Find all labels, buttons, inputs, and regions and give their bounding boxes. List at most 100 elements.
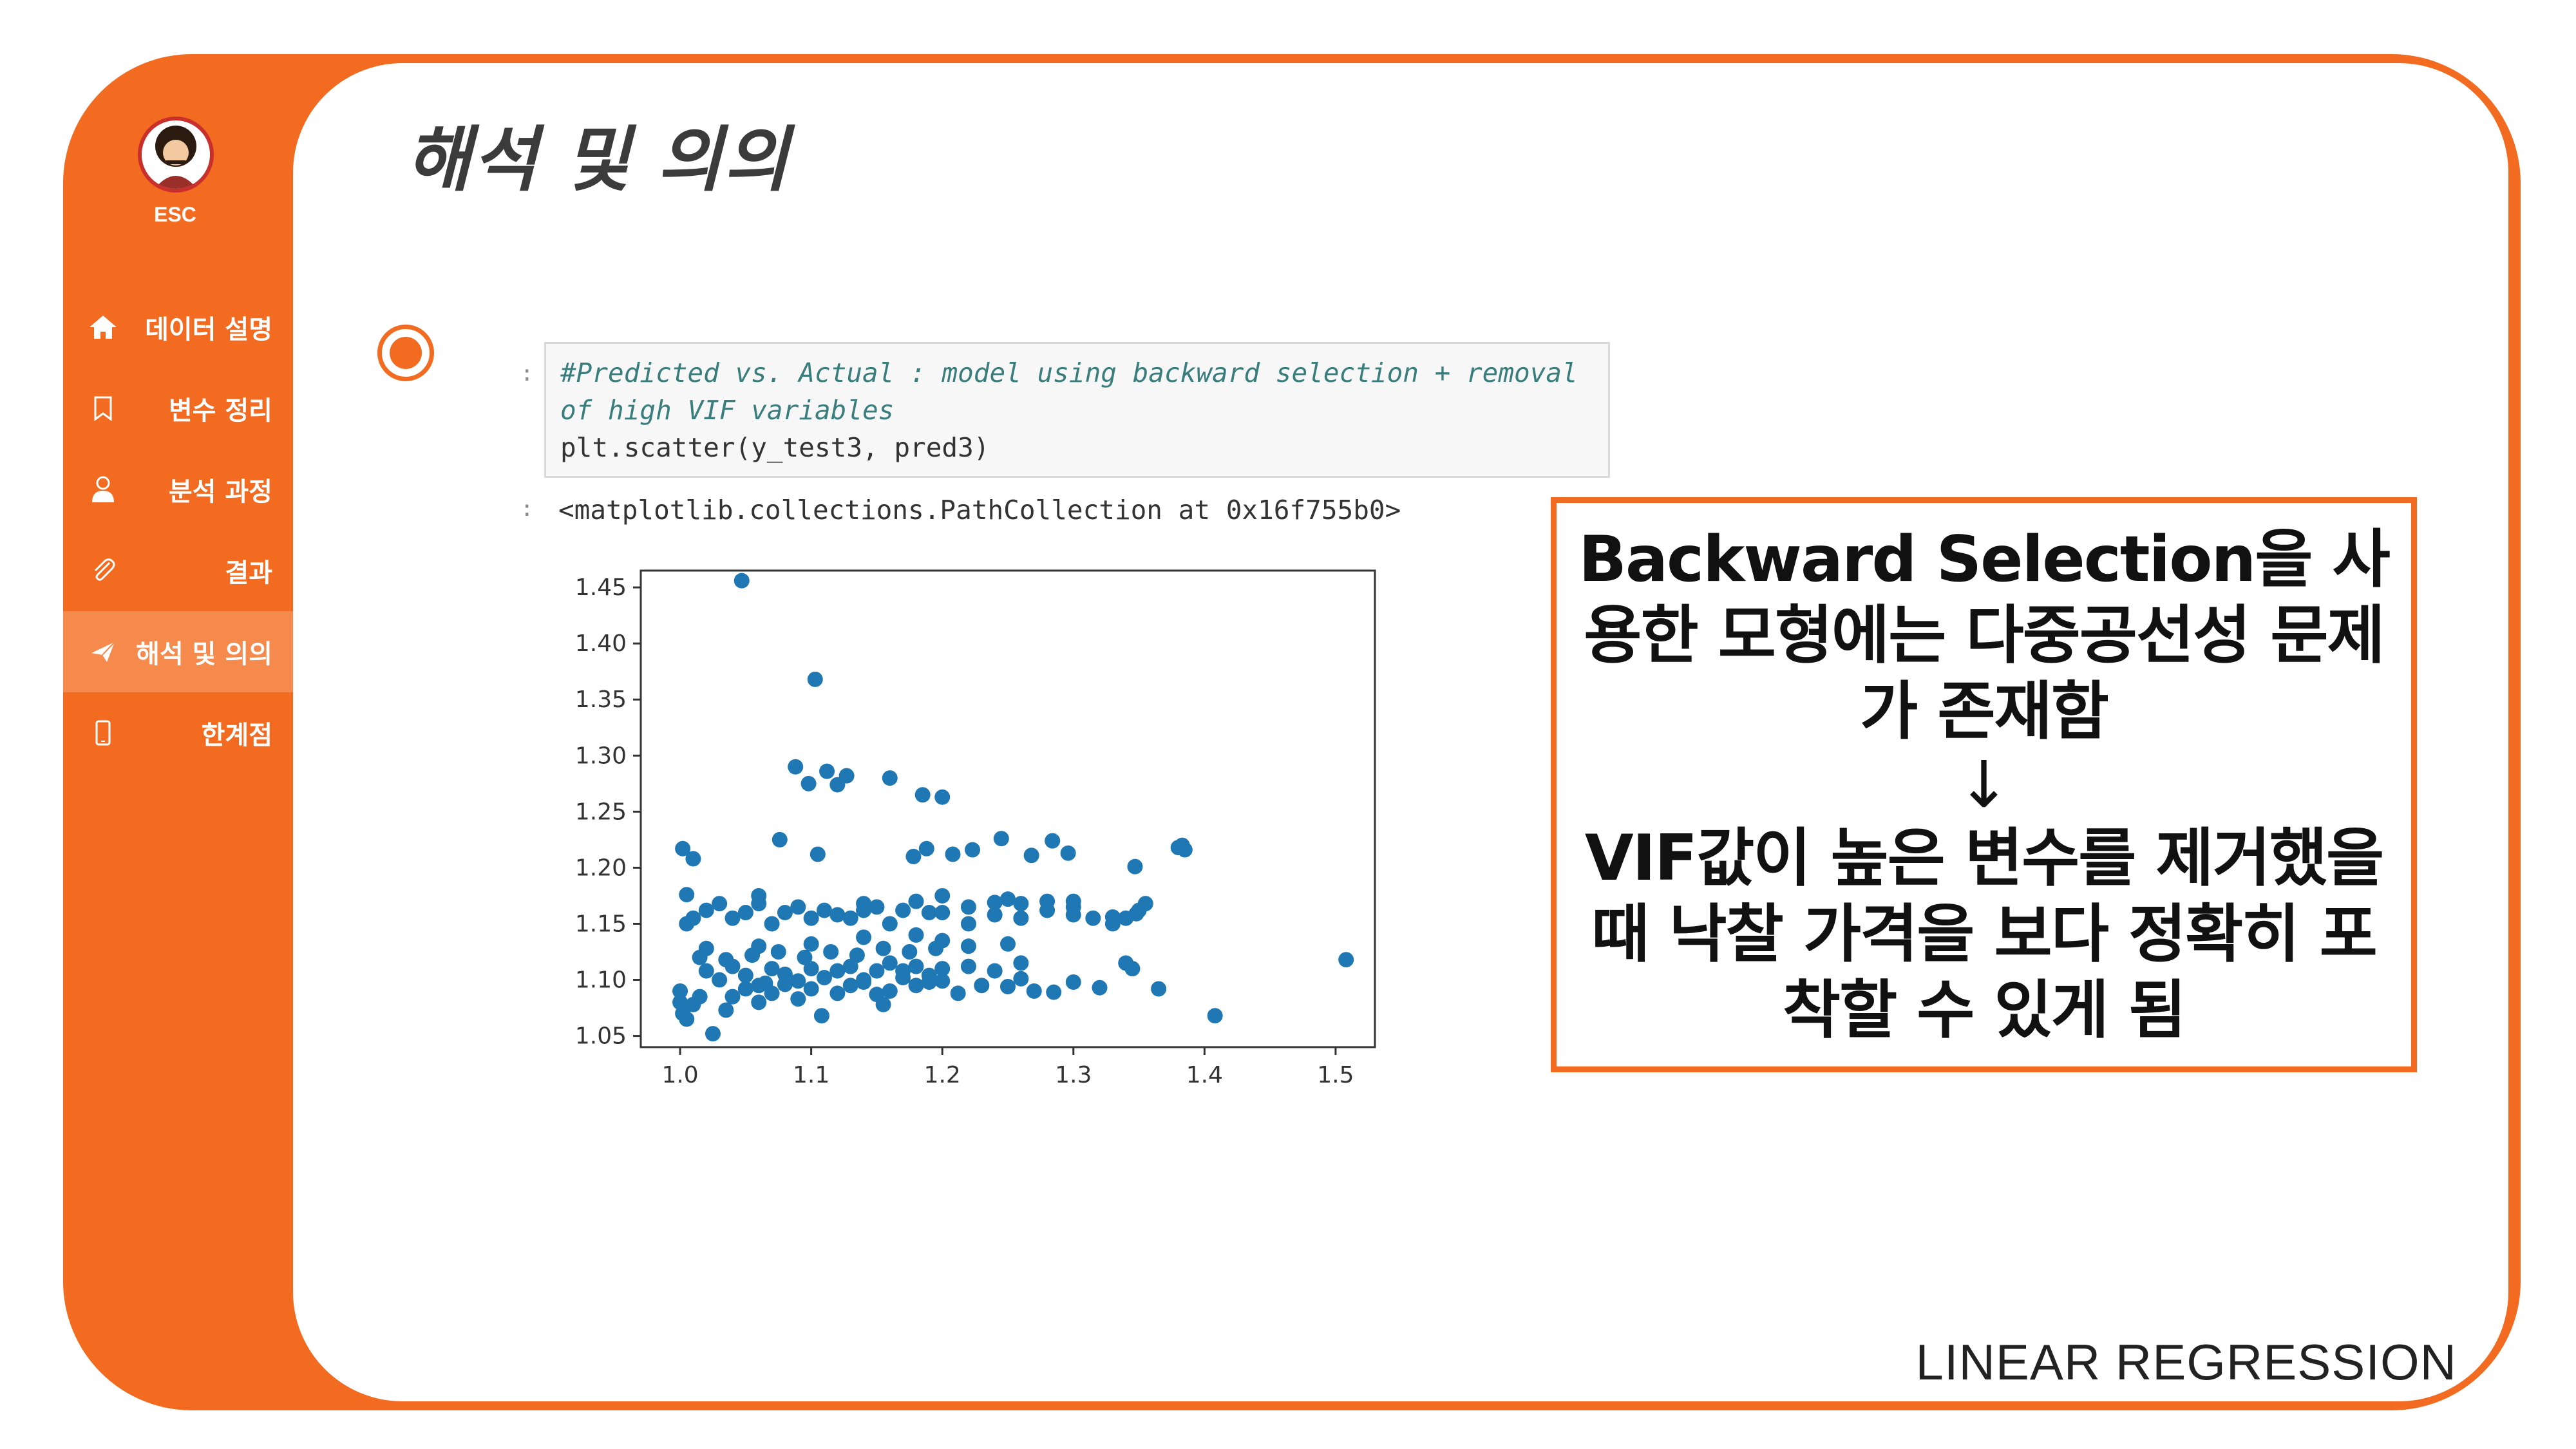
data-point [882, 955, 898, 971]
code-cell[interactable]: #Predicted vs. Actual : model using back… [544, 342, 1610, 478]
data-point [856, 929, 872, 945]
data-point [705, 1026, 721, 1042]
data-point [1065, 974, 1081, 990]
callout-box: Backward Selection을 사용한 모형에는 다중공선성 문제가 존… [1551, 497, 2417, 1072]
x-tick-label: 1.1 [793, 1062, 829, 1088]
data-point [751, 896, 767, 912]
data-point [960, 958, 976, 974]
data-point [777, 905, 793, 921]
data-point [856, 974, 872, 990]
data-point [908, 893, 924, 909]
data-point [960, 938, 976, 954]
data-point [965, 842, 981, 858]
data-point [751, 978, 767, 994]
callout-text-1: Backward Selection을 사용한 모형에는 다중공선성 문제가 존… [1578, 522, 2391, 748]
avatar [138, 117, 214, 193]
data-point [679, 1011, 695, 1027]
data-point [1177, 842, 1193, 858]
data-point [908, 927, 924, 943]
avatar-label: ESC [154, 203, 196, 226]
data-point [819, 763, 835, 779]
data-point [905, 849, 922, 864]
data-point [1013, 910, 1029, 926]
data-point [993, 831, 1009, 847]
y-tick-label: 1.20 [575, 855, 627, 881]
data-point [1045, 833, 1061, 849]
code-comment: #Predicted vs. Actual : model using back… [560, 357, 1594, 426]
data-point [764, 916, 780, 932]
data-point [829, 963, 846, 979]
data-point [751, 994, 767, 1010]
data-point [856, 902, 872, 918]
data-point [734, 573, 750, 589]
data-point [1000, 936, 1016, 952]
data-point [1013, 896, 1029, 912]
data-point [1104, 916, 1121, 932]
data-point [737, 967, 753, 983]
y-tick-label: 1.15 [575, 911, 627, 937]
sidebar-item-variable-summary[interactable]: 변수 정리 [63, 368, 293, 449]
data-point [829, 777, 846, 793]
cell-output: <matplotlib.collections.PathCollection a… [558, 495, 1401, 526]
data-point [817, 970, 832, 986]
data-point [1065, 907, 1081, 923]
data-point [724, 910, 741, 926]
data-point [908, 958, 924, 974]
avatar-icon [155, 126, 197, 189]
sidebar-item-interpretation[interactable]: 해석 및 의의 [63, 611, 293, 692]
data-point [803, 961, 819, 977]
x-tick-label: 1.5 [1317, 1062, 1354, 1088]
data-point [764, 985, 780, 1001]
data-point [914, 787, 931, 803]
data-point [875, 940, 891, 956]
data-point [1039, 902, 1056, 918]
data-point [1118, 910, 1134, 926]
data-point [1023, 848, 1039, 864]
sidebar-item-label: 분석 과정 [168, 477, 272, 507]
data-point [918, 840, 934, 857]
scatter-plot: 1.0 1.1 1.2 1.3 1.4 1.5 1.05 1.10 1.15 1.20 1.25 1.… [575, 569, 1376, 1088]
input-prompt: : [520, 361, 534, 386]
x-tick-label: 1.3 [1055, 1062, 1092, 1088]
bullet-icon [377, 325, 434, 381]
data-point [1000, 978, 1016, 994]
data-point [934, 973, 951, 989]
data-point [882, 983, 898, 999]
data-point [698, 902, 714, 918]
data-point [849, 947, 865, 963]
sidebar-item-analysis-process[interactable]: 분석 과정 [63, 449, 293, 530]
data-point [803, 936, 819, 952]
home-icon [88, 312, 118, 343]
sidebar-item-data-description[interactable]: 데이터 설명 [63, 287, 293, 368]
data-point [790, 991, 806, 1007]
data-point [679, 887, 695, 903]
data-point [790, 899, 806, 915]
data-point [934, 887, 951, 904]
y-tick-label: 1.10 [575, 967, 627, 994]
user-icon [88, 474, 118, 505]
data-point [718, 952, 734, 968]
data-point [869, 899, 885, 915]
data-point [797, 949, 813, 965]
data-point [692, 949, 708, 965]
data-point [1092, 980, 1108, 996]
data-point [934, 961, 951, 977]
data-point [679, 916, 695, 932]
code-line: plt.scatter(y_test3, pred3) [560, 432, 990, 463]
data-point [777, 966, 793, 982]
data-point [817, 902, 832, 918]
sidebar-item-label: 데이터 설명 [145, 315, 272, 345]
sidebar-item-limitations[interactable]: 한계점 [63, 692, 293, 773]
sidebar-item-results[interactable]: 결과 [63, 530, 293, 611]
data-point [1151, 981, 1167, 997]
sidebar-item-label: 한계점 [201, 721, 272, 750]
data-point [987, 907, 1003, 923]
data-point [1085, 910, 1101, 926]
data-point [934, 789, 951, 805]
data-point [790, 973, 806, 989]
sidebar-item-label: 해석 및 의의 [136, 639, 272, 669]
data-point [928, 940, 944, 956]
data-point [987, 963, 1003, 979]
data-point [875, 996, 891, 1012]
data-point [672, 983, 688, 999]
